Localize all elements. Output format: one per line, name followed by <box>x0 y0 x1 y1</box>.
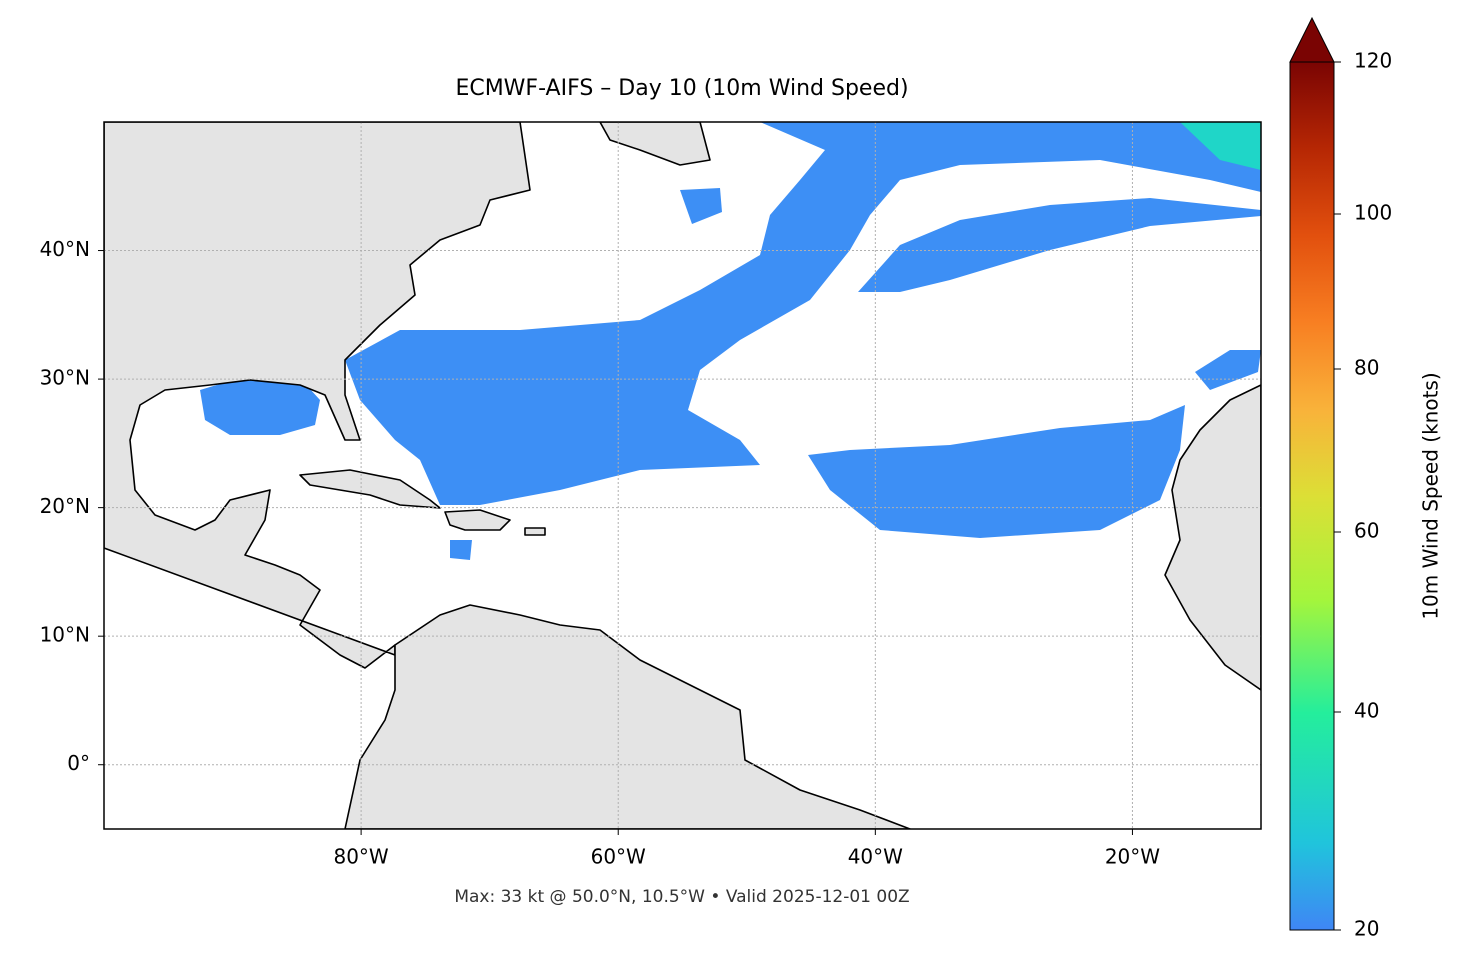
wind-area <box>680 188 722 224</box>
footnote: Max: 33 kt @ 50.0°N, 10.5°W • Valid 2025… <box>454 887 909 907</box>
map-frame <box>103 121 1262 830</box>
x-tick-label: 60°W <box>591 845 646 869</box>
north-america <box>104 122 531 669</box>
chart-title: ECMWF-AIFS – Day 10 (10m Wind Speed) <box>455 76 908 101</box>
colorbar <box>1289 61 1335 931</box>
hispaniola <box>444 509 511 531</box>
wind-area <box>200 378 320 435</box>
y-tick-label: 10°N <box>40 623 90 647</box>
colorbar-label: 10m Wind Speed (knots) <box>1419 372 1443 619</box>
x-tick-label: 40°W <box>848 845 903 869</box>
colorbar-tick-label: 100 <box>1354 201 1392 225</box>
puerto-rico <box>524 527 546 536</box>
x-tick-label: 20°W <box>1105 845 1160 869</box>
wind-area <box>858 198 1261 292</box>
wind-area <box>345 122 1261 505</box>
south-america <box>344 604 911 829</box>
colorbar-tick-label: 40 <box>1354 699 1379 723</box>
y-tick-label: 20°N <box>40 494 90 518</box>
colorbar-tick-label: 20 <box>1354 917 1379 941</box>
wind-area <box>808 405 1185 538</box>
wind-area <box>450 540 472 560</box>
y-tick-label: 30°N <box>40 366 90 390</box>
y-tick-label: 0° <box>67 751 90 775</box>
newfoundland <box>599 122 711 166</box>
cuba <box>299 469 441 509</box>
map <box>104 122 1261 829</box>
y-tick-label: 40°N <box>40 237 90 261</box>
x-tick-label: 80°W <box>333 845 388 869</box>
colorbar-extend <box>1289 16 1335 63</box>
colorbar-tick-label: 120 <box>1354 49 1392 73</box>
wind-area <box>1195 350 1261 390</box>
wind-field <box>200 122 1261 560</box>
land <box>104 122 1261 829</box>
grid <box>104 122 1261 829</box>
colorbar-tick-label: 80 <box>1354 356 1379 380</box>
africa <box>1164 384 1261 691</box>
wind-area <box>1180 122 1261 170</box>
colorbar-tick-label: 60 <box>1354 519 1379 543</box>
